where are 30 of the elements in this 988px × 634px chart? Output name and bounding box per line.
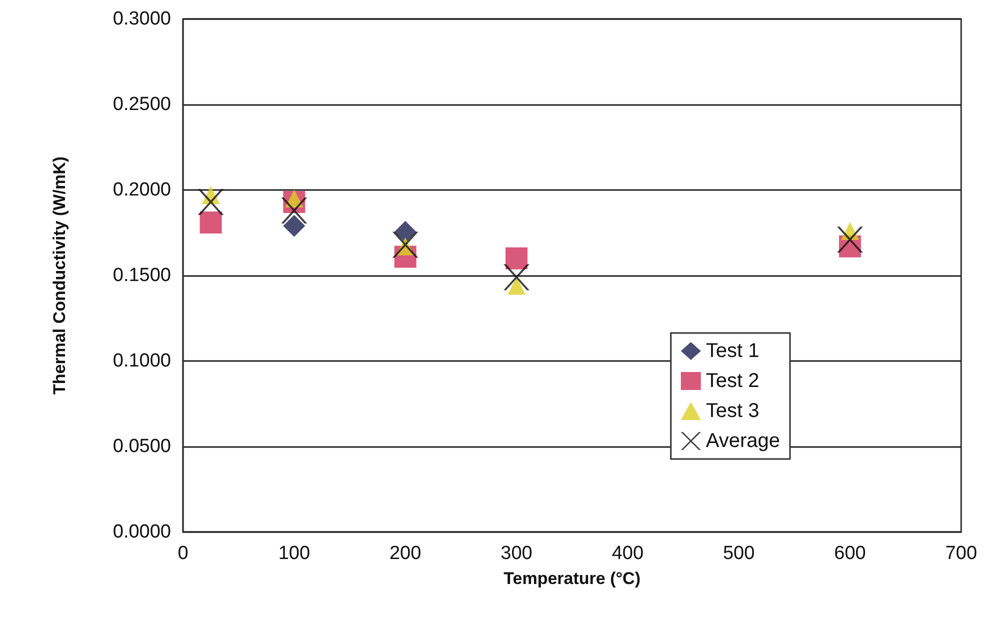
x-tick-label: 100 (278, 543, 310, 564)
legend-label: Test 2 (706, 370, 760, 392)
legend-label: Average (706, 430, 780, 452)
legend-label: Test 1 (706, 340, 760, 362)
y-axis-title: Thermal Conductivity (W/mK) (50, 156, 69, 395)
x-tick-label: 200 (389, 543, 422, 564)
x-axis-title: Temperature (°C) (504, 569, 640, 588)
y-tick-label: 0.1500 (112, 265, 171, 286)
point (836, 226, 863, 253)
x-tick-label: 500 (722, 543, 755, 564)
y-tick-label: 0.3000 (112, 8, 171, 30)
point (283, 214, 306, 237)
point (392, 232, 418, 258)
y-tick-label: 0.2000 (112, 180, 171, 200)
x-tick-label: 300 (500, 543, 532, 564)
point (198, 188, 224, 215)
point (505, 247, 528, 270)
x-tick-label: 600 (834, 543, 866, 564)
point (503, 264, 530, 290)
y-tick-label: 0.0000 (112, 522, 171, 542)
y-tick-label: 0.2500 (112, 94, 171, 115)
point (281, 198, 308, 224)
y-tick-label: 0.0500 (112, 436, 171, 457)
legend-label: Test 3 (706, 400, 760, 422)
x-tick-label: 0 (178, 543, 188, 564)
x-tick-label: 700 (945, 543, 977, 564)
point (394, 220, 416, 243)
x-tick-label: 400 (612, 543, 644, 564)
y-tick-label: 0.1000 (112, 350, 171, 372)
point (200, 211, 222, 234)
